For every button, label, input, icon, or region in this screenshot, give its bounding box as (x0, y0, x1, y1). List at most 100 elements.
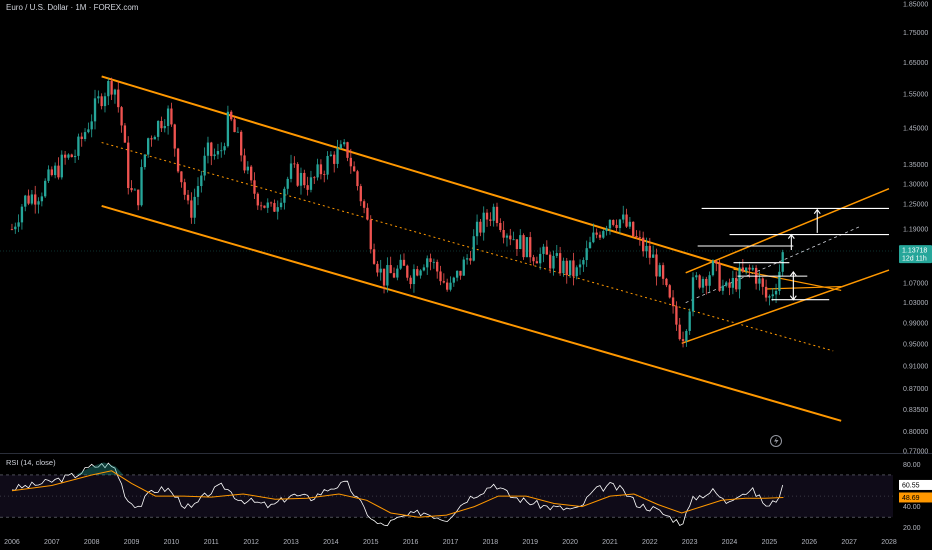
candle-body (296, 164, 299, 186)
candle-body (735, 277, 738, 290)
candle-body (266, 202, 269, 208)
target-lines (697, 207, 890, 301)
candle-body (14, 226, 17, 230)
candle-body (429, 258, 432, 262)
time-tick-label: 2020 (562, 539, 578, 546)
candle-body (323, 174, 326, 175)
candle-body (685, 330, 688, 342)
candle-body (741, 267, 745, 272)
candle-body (512, 239, 515, 241)
candle-body (226, 111, 230, 147)
candle-body (465, 258, 469, 260)
target-arrow-1-head (787, 233, 795, 239)
candle-body (728, 282, 731, 288)
rsi-ma-badge (899, 492, 932, 503)
candle-body (509, 235, 512, 240)
candle-body (711, 261, 715, 276)
candle-body (156, 120, 160, 137)
time-tick-label: 2015 (363, 539, 379, 546)
candle-body (256, 193, 259, 206)
time-tick-label: 2007 (44, 539, 60, 546)
candle-body (77, 136, 80, 156)
range-arrow-head (789, 270, 797, 277)
candle-body (688, 311, 691, 331)
candle-body (103, 96, 107, 107)
candle-body (645, 245, 648, 252)
candle-body (771, 294, 774, 297)
candle-body (588, 242, 592, 249)
candle-body (648, 245, 651, 258)
candle-body (731, 277, 735, 288)
candle-body (595, 232, 598, 235)
price-tick-label: 0.99000 (903, 320, 928, 327)
candle-body (681, 339, 685, 342)
candle-body (758, 278, 761, 284)
candle-body (625, 214, 628, 227)
candle-body (542, 246, 545, 254)
candle-body (505, 235, 509, 238)
candle-body (319, 164, 323, 175)
candle-body (362, 201, 366, 208)
candle-body (658, 265, 661, 277)
candle-body (691, 277, 695, 312)
candle-body (210, 142, 213, 157)
candle-body (336, 148, 339, 164)
candle-body (392, 273, 396, 278)
candle-body (452, 277, 455, 283)
candle-body (63, 154, 67, 158)
candle-body (147, 138, 150, 155)
candle-body (90, 121, 93, 130)
time-tick-label: 2018 (483, 539, 499, 546)
candle-body (455, 270, 459, 278)
rising-channel-mid (685, 225, 862, 304)
lightning-icon[interactable] (770, 435, 782, 447)
candle-body (695, 275, 698, 278)
candle-body (492, 206, 495, 221)
candle-body (44, 180, 47, 197)
candle-body (196, 186, 200, 197)
time-tick-label: 2022 (642, 539, 658, 546)
time-tick-label: 2025 (762, 539, 778, 546)
rsi-band (0, 474, 893, 518)
candle-body (50, 169, 53, 176)
price-tick-label: 0.95000 (903, 341, 928, 348)
candle-body (558, 253, 562, 274)
candle-body (725, 282, 728, 286)
candle-body (402, 259, 406, 266)
rsi-overbought-fill (75, 462, 124, 475)
price-tick-label: 0.80000 (903, 429, 928, 436)
candle-body (269, 202, 273, 204)
candle-body (651, 254, 655, 258)
candle-body (107, 80, 110, 97)
candle-body (721, 285, 725, 291)
candle-body (592, 232, 595, 243)
candle-body (346, 142, 349, 158)
candle-body (27, 195, 30, 204)
candle-body (479, 221, 482, 233)
candle-body (422, 267, 426, 271)
price-tick-label: 1.65000 (903, 60, 928, 67)
candle-body (502, 229, 505, 238)
candle-body (53, 165, 57, 176)
time-axis: 2006 2007 2008 2009 2010 2011 2012 2013 2014 2015… (4, 539, 897, 546)
price-axis: 1.85000 1.75000 1.65000 1.55000 1.45000 1.350… (903, 2, 928, 456)
price-tick-label: 1.85000 (903, 2, 928, 9)
candle-body (173, 124, 176, 149)
candle-body (396, 268, 399, 278)
time-tick-label: 2026 (801, 539, 817, 546)
candle-body (519, 235, 522, 250)
candle-body (246, 166, 249, 171)
candle-body (598, 234, 602, 238)
price-grid (0, 250, 932, 454)
candle-body (283, 188, 286, 203)
candle-body (117, 89, 120, 108)
candle-body (552, 255, 555, 269)
candle-body (748, 267, 751, 270)
candle-body (236, 131, 240, 133)
candle-body (515, 239, 519, 250)
candle-body (190, 200, 193, 218)
candle-body (382, 268, 386, 286)
candle-body (462, 259, 465, 276)
candle-body (87, 129, 90, 133)
